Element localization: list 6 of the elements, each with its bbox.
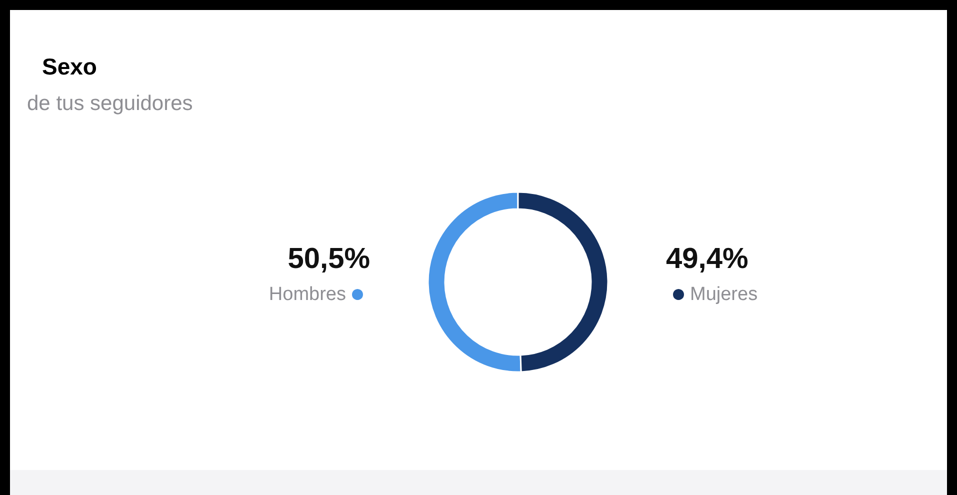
- slice-label: Hombres: [268, 284, 346, 305]
- data-label: 49,4%: [666, 243, 748, 275]
- data-label: 50,5%: [288, 243, 370, 275]
- text: Sexo: [42, 54, 97, 80]
- legend-label: Mujeres: [690, 284, 758, 305]
- chart-subtitle: de tus seguidores: [27, 92, 193, 115]
